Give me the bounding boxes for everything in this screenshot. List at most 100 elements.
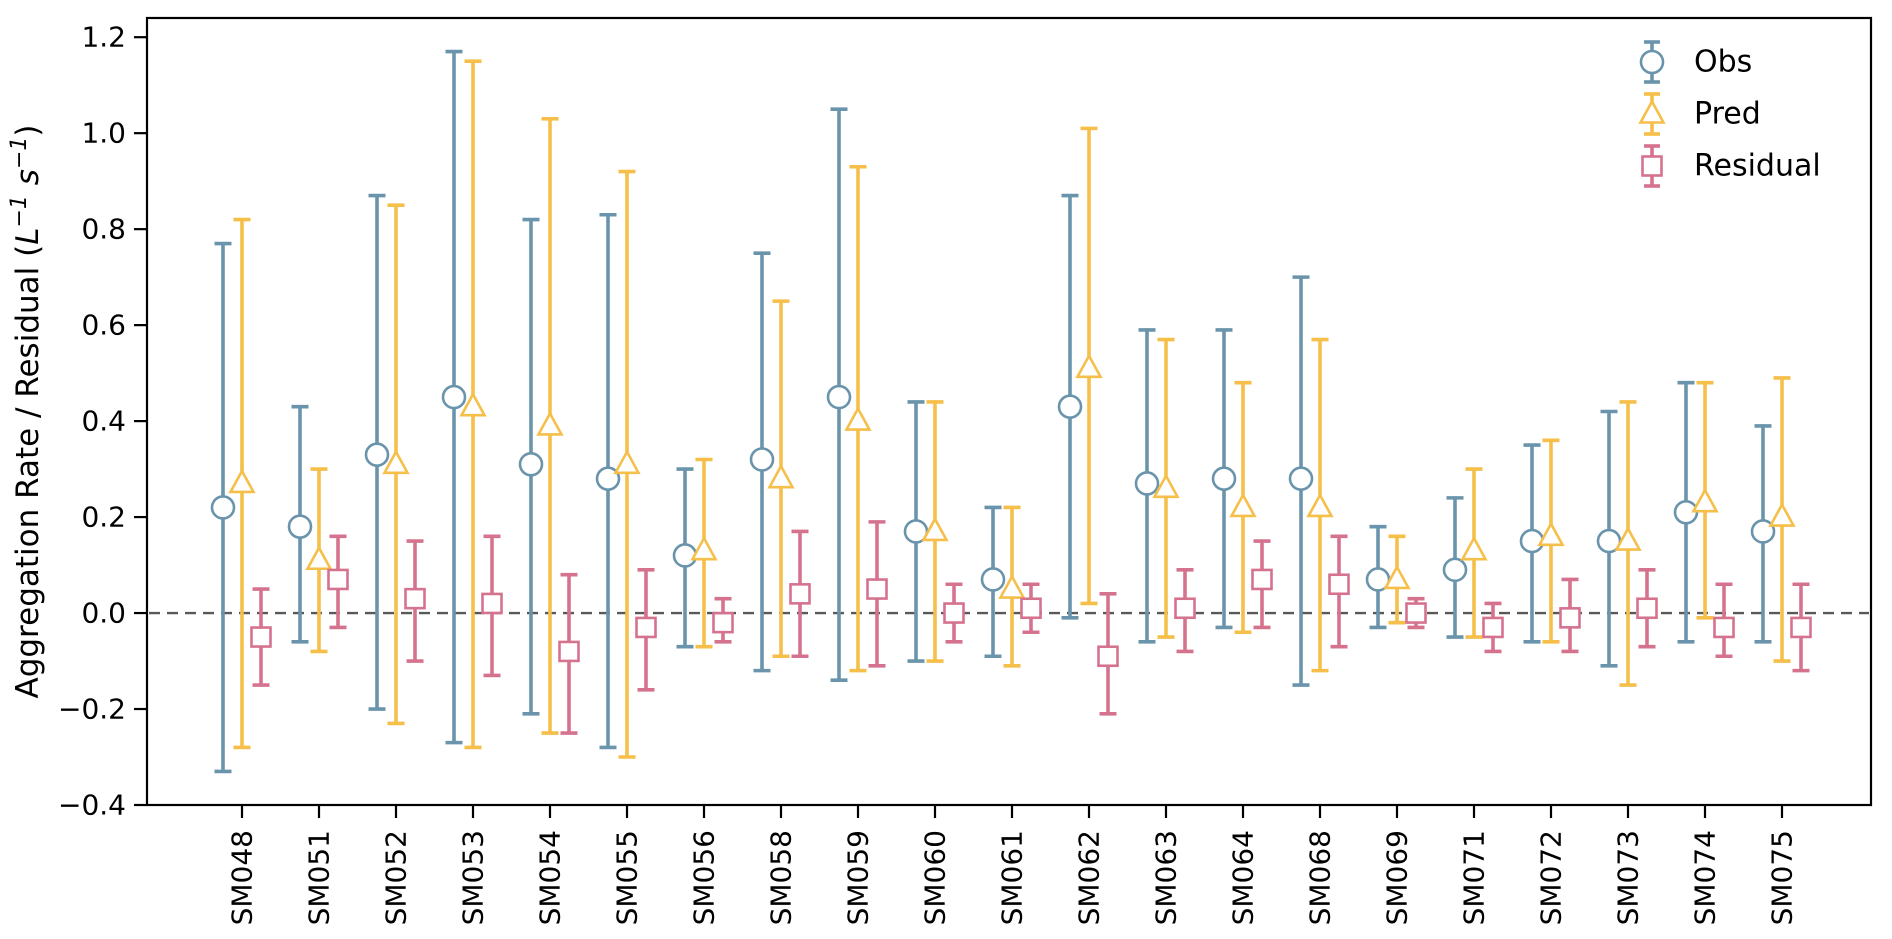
marker-triangle: [998, 573, 1026, 599]
marker-square: [558, 640, 580, 663]
marker-square: [1559, 607, 1581, 629]
x-tick-label: SM048: [226, 830, 259, 925]
marker-circle: [441, 384, 467, 410]
series-residual: [250, 520, 1812, 735]
marker-square: [866, 578, 888, 600]
x-tick-label: SM060: [919, 830, 952, 925]
marker-square: [481, 592, 503, 615]
marker-square: [404, 587, 426, 610]
marker-square: [1251, 568, 1273, 591]
x-tick-label: SM074: [1689, 830, 1722, 925]
marker-triangle: [536, 410, 564, 436]
legend-label: Residual: [1694, 149, 1821, 184]
legend-item-obs: Obs: [1639, 40, 1752, 84]
x-tick-label: SM061: [996, 830, 1029, 925]
x-tick-label: SM062: [1073, 830, 1106, 925]
marker-square: [635, 616, 657, 639]
marker-square: [1641, 155, 1663, 177]
x-tick-label: SM051: [303, 830, 336, 925]
marker-circle: [1134, 471, 1160, 496]
marker-circle: [749, 447, 775, 472]
marker-circle: [672, 543, 698, 568]
marker-triangle: [1691, 487, 1719, 513]
x-tick-label: SM063: [1150, 830, 1183, 925]
x-tick-label: SM059: [842, 830, 875, 925]
marker-triangle: [1152, 473, 1180, 499]
y-tick-label: 0.0: [81, 597, 126, 630]
x-tick-label: SM052: [380, 830, 413, 925]
marker-triangle: [613, 449, 641, 475]
marker-triangle: [767, 463, 795, 489]
marker-triangle: [1229, 492, 1257, 518]
legend-item-residual: Residual: [1641, 144, 1821, 188]
marker-triangle: [228, 468, 256, 494]
legend-label: Obs: [1694, 45, 1752, 80]
series-pred: [228, 59, 1796, 759]
marker-triangle: [844, 405, 872, 431]
x-tick-label: SM068: [1304, 830, 1337, 925]
marker-circle: [1750, 519, 1776, 544]
marker-square: [1405, 602, 1427, 624]
marker-triangle: [1075, 353, 1103, 379]
y-axis: 1.2 1.0 0.8 0.6 0.4 0.2 0.0 −0.2 −0.4: [58, 21, 147, 822]
y-tick-label: 1.2: [81, 21, 126, 54]
marker-circle: [1211, 466, 1237, 491]
marker-triangle: [1537, 521, 1565, 547]
marker-triangle: [1768, 501, 1796, 527]
marker-square: [1174, 597, 1196, 620]
plot-frame: [145, 16, 1873, 807]
marker-circle: [595, 466, 621, 491]
marker-circle: [980, 567, 1006, 592]
marker-circle: [210, 495, 236, 520]
marker-triangle: [1638, 98, 1666, 124]
y-tick-label: −0.2: [58, 693, 126, 726]
series-obs: [210, 49, 1776, 774]
marker-square: [1020, 597, 1042, 620]
x-tick-label: SM069: [1381, 830, 1414, 925]
x-axis: SM048 SM051 SM052 SM053 SM054 SM055 SM056 SM058…: [226, 805, 1799, 925]
x-tick-label: SM058: [765, 830, 798, 925]
marker-circle: [364, 442, 390, 467]
marker-circle: [1057, 394, 1083, 420]
marker-square: [1097, 645, 1119, 668]
legend-item-pred: Pred: [1638, 92, 1761, 136]
marker-triangle: [382, 449, 410, 475]
marker-triangle: [921, 516, 949, 542]
marker-square: [1328, 573, 1350, 596]
marker-square: [1713, 616, 1735, 639]
x-tick-label: SM055: [611, 830, 644, 925]
x-tick-label: SM054: [534, 830, 567, 925]
marker-circle: [1442, 557, 1468, 583]
x-tick-label: SM071: [1458, 830, 1491, 925]
legend: Obs Pred Residual: [1638, 40, 1821, 188]
marker-triangle: [1383, 564, 1411, 590]
x-tick-label: SM075: [1766, 830, 1799, 925]
marker-square: [250, 626, 272, 648]
y-tick-label: 0.8: [81, 213, 126, 246]
x-tick-label: SM056: [688, 830, 721, 925]
marker-square: [327, 568, 349, 591]
y-tick-label: −0.4: [58, 789, 126, 822]
marker-square: [789, 583, 811, 605]
marker-circle: [287, 514, 313, 539]
marker-circle: [1519, 528, 1545, 554]
marker-triangle: [690, 535, 718, 561]
y-tick-label: 0.2: [81, 501, 126, 534]
marker-triangle: [1306, 492, 1334, 518]
x-tick-label: SM053: [457, 830, 490, 925]
marker-circle: [518, 451, 544, 477]
x-tick-label: SM073: [1612, 830, 1645, 925]
marker-triangle: [305, 545, 333, 571]
marker-square: [1482, 616, 1504, 639]
x-tick-label: SM072: [1535, 830, 1568, 925]
y-tick-label: 0.4: [81, 405, 126, 438]
y-tick-label: 1.0: [81, 117, 126, 150]
legend-label: Pred: [1694, 97, 1761, 132]
marker-square: [1636, 597, 1658, 620]
marker-square: [1790, 616, 1812, 639]
marker-square: [712, 611, 734, 634]
x-tick-label: SM064: [1227, 830, 1260, 925]
y-axis-label: Aggregation Rate / Residual (L−1 s−1): [7, 125, 46, 699]
